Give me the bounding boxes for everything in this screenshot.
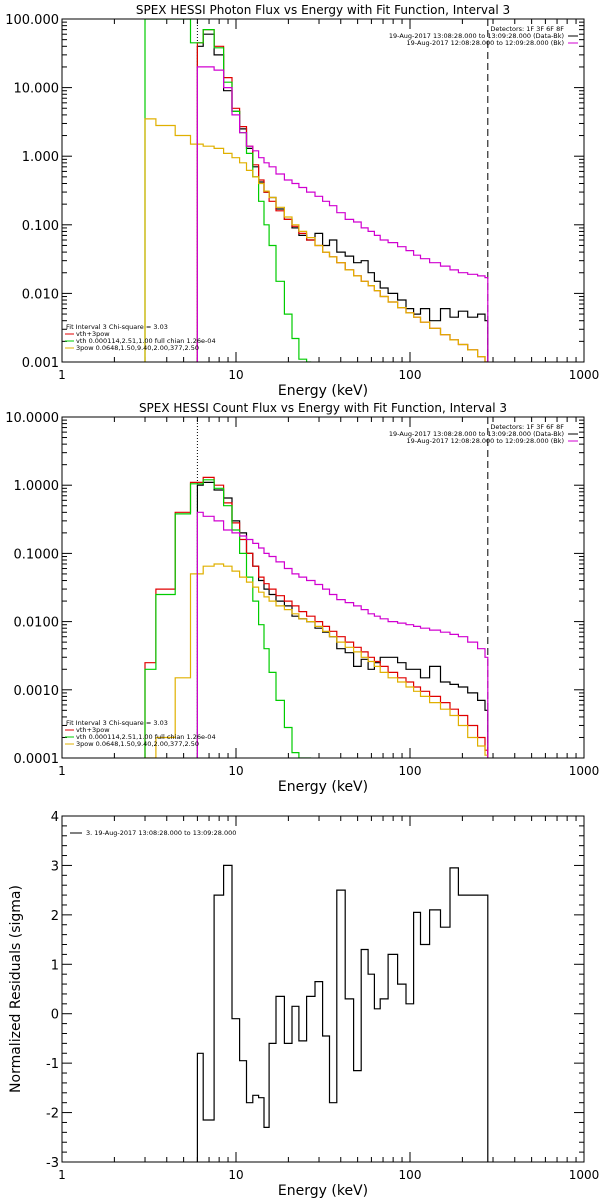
x-axis-label: Energy (keV) bbox=[278, 779, 368, 795]
plot-frame bbox=[61, 18, 585, 363]
x-tick-label: 100 bbox=[399, 764, 422, 778]
series-line bbox=[144, 19, 312, 362]
x-tick-label: 1000 bbox=[569, 764, 600, 778]
series-group bbox=[144, 19, 489, 362]
y-tick-label: -1 bbox=[46, 1057, 59, 1072]
y-tick-label: 0.1000 bbox=[14, 547, 60, 562]
y-tick-label: -3 bbox=[46, 1156, 59, 1171]
series-line bbox=[196, 66, 489, 362]
y-tick-label: 1.0000 bbox=[14, 479, 60, 494]
series-group bbox=[144, 476, 489, 758]
x-tick-label: 1 bbox=[58, 368, 66, 382]
x-tick-label: 10 bbox=[228, 764, 243, 778]
y-tick-label: 0.100 bbox=[22, 219, 59, 234]
y-tick-label: -2 bbox=[46, 1107, 59, 1122]
x-tick-label: 1 bbox=[58, 764, 66, 778]
series-line bbox=[196, 481, 489, 758]
y-tick-label: 10.000 bbox=[14, 82, 60, 97]
x-tick-label: 100 bbox=[399, 1168, 422, 1182]
legend-entry: Detectors: 1F 3F 6F 8F bbox=[490, 25, 564, 33]
legend-entry: vth+3pow bbox=[76, 726, 110, 734]
y-tick-label: 0 bbox=[51, 1008, 59, 1023]
y-tick-label: 100.000 bbox=[5, 13, 59, 28]
series-line bbox=[196, 511, 489, 758]
legend-entry: 3pow 0.0648,1.50,9.40,2.00,377,2.50 bbox=[76, 344, 199, 352]
legend-entry: 19-Aug-2017 12:08:28.000 to 12:09:28.000… bbox=[407, 39, 564, 47]
y-tick-label: 3 bbox=[51, 859, 59, 874]
series-line bbox=[196, 29, 488, 362]
series-line bbox=[144, 118, 488, 362]
series-group bbox=[196, 864, 489, 1162]
y-tick-label: 0.0100 bbox=[14, 616, 60, 631]
legend-entry: vth+3pow bbox=[76, 330, 110, 338]
y-tick-label: 0.0010 bbox=[14, 684, 60, 699]
x-tick-label: 1000 bbox=[569, 1168, 600, 1182]
legend-entry: 19-Aug-2017 13:08:28.000 to 13:09:28.000… bbox=[389, 32, 564, 40]
x-tick-label: 1000 bbox=[569, 368, 600, 382]
legend-entry: 19-Aug-2017 13:08:28.000 to 13:09:28.000… bbox=[389, 430, 564, 438]
x-tick-label: 1 bbox=[58, 1168, 66, 1182]
x-tick-label: 10 bbox=[228, 368, 243, 382]
chart-title: SPEX HESSI Count Flux vs Energy with Fit… bbox=[139, 401, 507, 415]
y-tick-label: 2 bbox=[51, 909, 59, 924]
photon-flux-panel: SPEX HESSI Photon Flux vs Energy with Fi… bbox=[5, 3, 599, 399]
series-line bbox=[145, 563, 489, 758]
x-tick-label: 100 bbox=[399, 368, 422, 382]
series-line bbox=[144, 476, 489, 758]
y-tick-label: 1.000 bbox=[22, 150, 59, 165]
y-tick-label: 0.001 bbox=[22, 356, 59, 371]
count-flux-panel: SPEX HESSI Count Flux vs Energy with Fit… bbox=[5, 401, 599, 795]
y-tick-label: 4 bbox=[51, 810, 59, 825]
series-line bbox=[196, 864, 489, 1162]
legend-entry: 19-Aug-2017 12:08:28.000 to 12:09:28.000… bbox=[407, 437, 564, 445]
legend-entry: vth 0.000114,2.51,1.00 full chian 1.26e-… bbox=[76, 733, 216, 741]
chart-title: SPEX HESSI Photon Flux vs Energy with Fi… bbox=[136, 3, 510, 17]
x-tick-label: 10 bbox=[228, 1168, 243, 1182]
y-tick-label: 1 bbox=[51, 958, 59, 973]
y-tick-label: 10.0000 bbox=[5, 411, 59, 426]
plot-frame bbox=[61, 416, 585, 759]
x-axis-label: Energy (keV) bbox=[278, 1183, 368, 1199]
legend-entry: Detectors: 1F 3F 6F 8F bbox=[490, 423, 564, 431]
legend-entry: Fit Interval 3 Chi-square = 3.03 bbox=[66, 719, 168, 727]
legend-entry: 3. 19-Aug-2017 13:08:28.000 to 13:09:28.… bbox=[86, 829, 236, 837]
plot-frame bbox=[61, 815, 585, 1163]
series-line bbox=[196, 33, 489, 362]
residuals-panel: 1 10 100 1000 -3 -2 -1 0 1 2 3 4 Energy (keV) Normali… bbox=[8, 810, 599, 1199]
y-tick-label: 0.0001 bbox=[14, 752, 60, 767]
legend-entry: 3pow 0.0648,1.50,9.40,2.00,377,2.50 bbox=[76, 740, 199, 748]
y-axis-label: Normalized Residuals (sigma) bbox=[8, 885, 24, 1093]
legend-entry: vth 0.000114,2.51,1.00 full chian 1.26e-… bbox=[76, 337, 216, 345]
y-tick-label: 0.010 bbox=[22, 287, 59, 302]
series-line bbox=[144, 479, 312, 758]
legend-entry: Fit Interval 3 Chi-square = 3.03 bbox=[66, 323, 168, 331]
x-axis-label: Energy (keV) bbox=[278, 383, 368, 399]
